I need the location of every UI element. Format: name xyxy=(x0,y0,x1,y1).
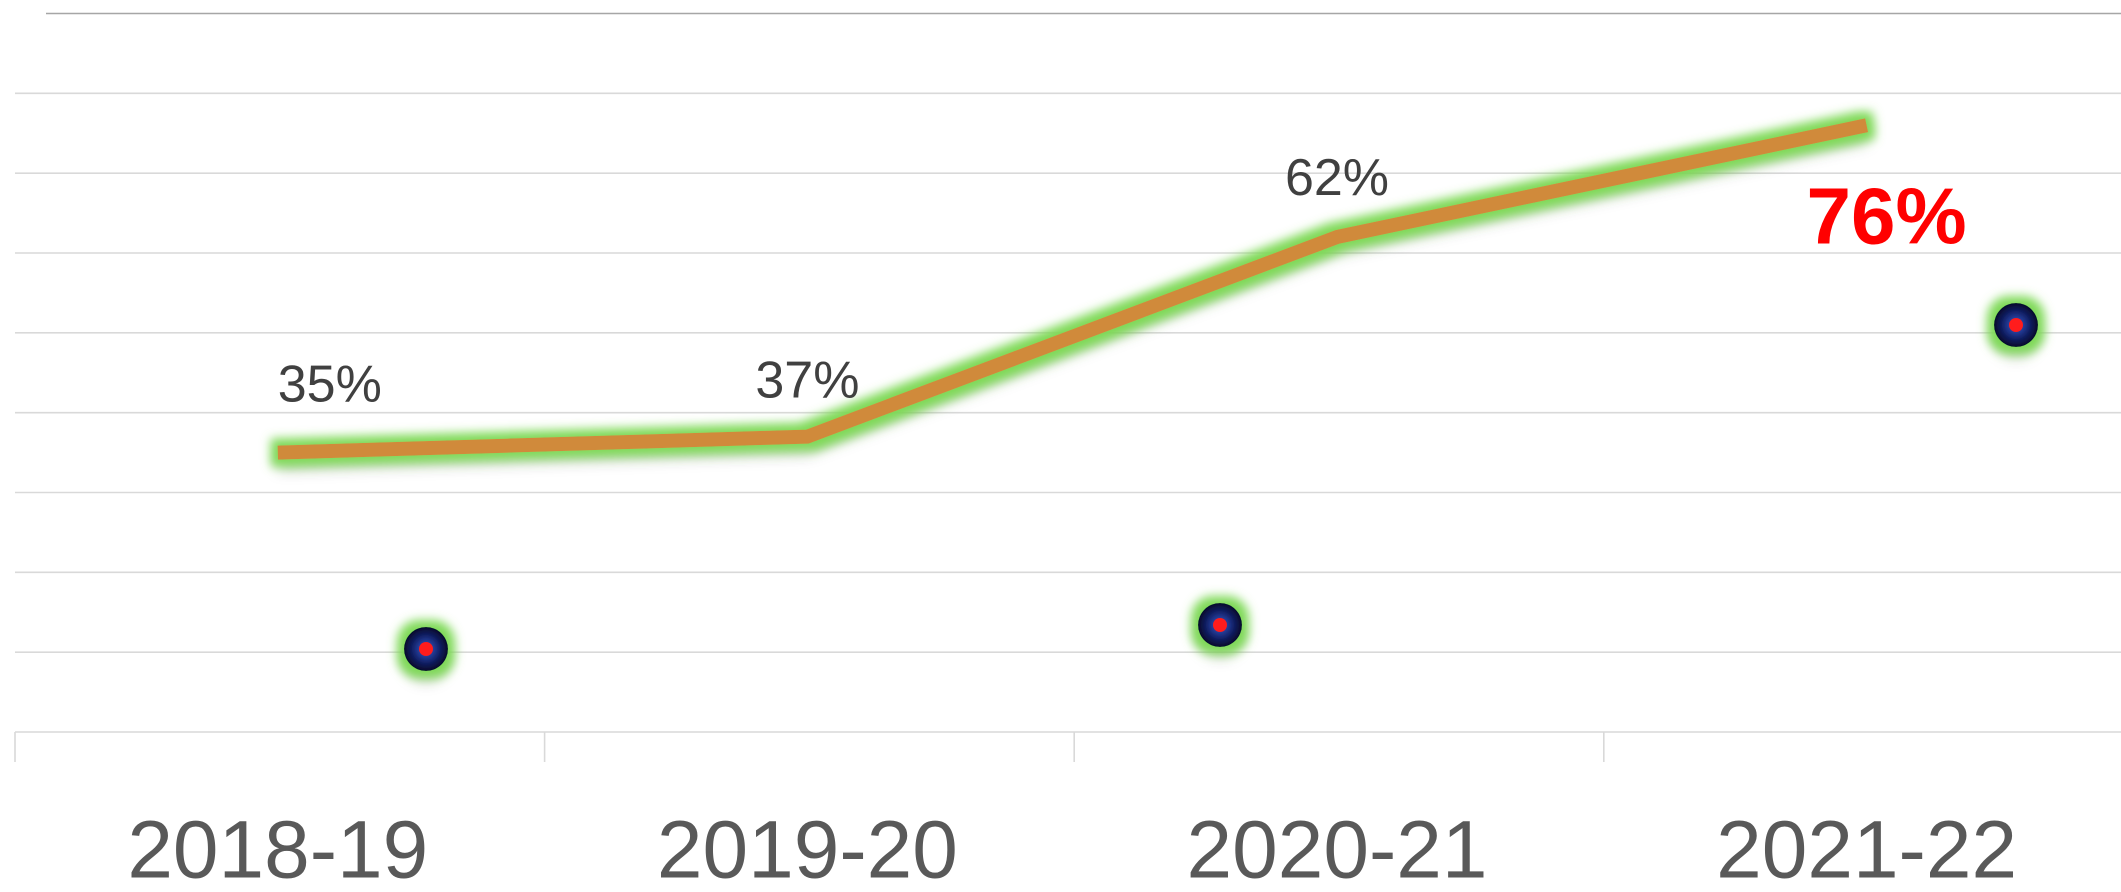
x-tick-label: 2021-22 xyxy=(1716,805,2017,892)
decor-dot-center xyxy=(2009,318,2023,332)
x-tick-label: 2020-21 xyxy=(1187,805,1488,892)
data-label: 76% xyxy=(1807,171,1967,260)
line xyxy=(277,118,1869,460)
data-label: 35% xyxy=(278,355,382,413)
decor-dot-center xyxy=(1213,618,1227,632)
data-label: 62% xyxy=(1285,149,1389,207)
decorations xyxy=(404,303,2038,671)
decor-dot-center xyxy=(419,642,433,656)
x-tick-label: 2018-19 xyxy=(127,805,428,892)
x-tick-label: 2019-20 xyxy=(657,805,958,892)
data-label: 37% xyxy=(755,351,859,409)
